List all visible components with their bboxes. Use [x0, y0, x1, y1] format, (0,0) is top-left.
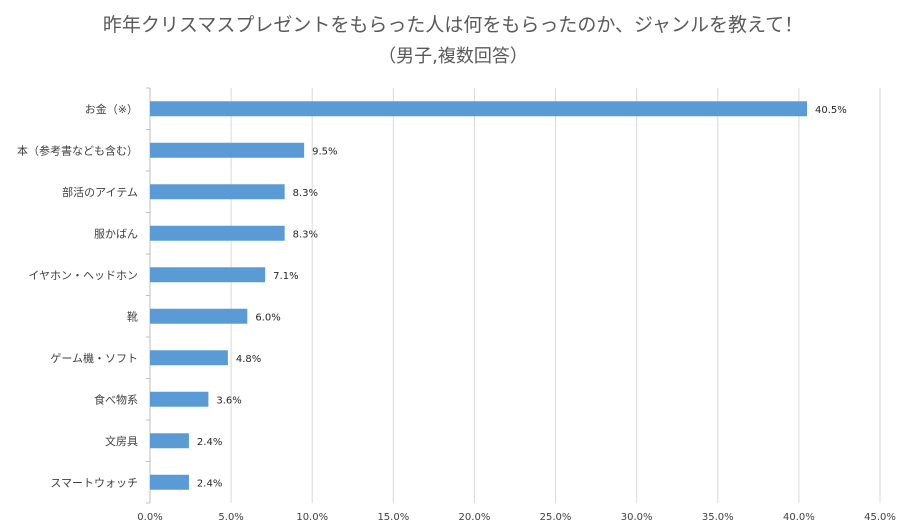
category-label: 靴 [127, 309, 138, 323]
x-tick-label: 5.0% [218, 512, 243, 523]
x-tick-label: 35.0% [702, 512, 734, 523]
category-label: ゲーム機・ソフト [50, 351, 138, 365]
x-tick-label: 0.0% [137, 512, 162, 523]
data-label: 2.4% [197, 437, 222, 448]
bar [150, 142, 305, 158]
data-label: 40.5% [815, 105, 847, 116]
x-tick-label: 20.0% [459, 512, 491, 523]
category-label: 服かばん [94, 227, 138, 240]
bar [150, 308, 248, 324]
x-tick-labels: 0.0% 5.0% 10.0% 15.0% 20.0% 25.0% 30.0% 35.0% 40… [137, 512, 896, 523]
data-labels: 40.5% 9.5% 8.3% 8.3% 7.1% 6.0% 4.8% 3.6% 2.4% 2.4… [197, 105, 847, 490]
x-tick-label: 30.0% [621, 512, 653, 523]
bar [150, 391, 209, 407]
x-tick-label: 15.0% [377, 512, 409, 523]
data-label: 9.5% [312, 146, 337, 157]
bar [150, 184, 285, 200]
category-labels: お金（※） 本（参考書なども含む） 部活のアイテム服かばんイヤホン・ヘッドホン靴ゲー… [17, 102, 138, 490]
bar [150, 350, 228, 366]
bar [150, 474, 189, 490]
x-tick-label: 40.0% [783, 512, 815, 523]
category-label: 食べ物系 [94, 392, 138, 406]
category-label: 文房具 [105, 434, 138, 448]
x-tick-label: 25.0% [540, 512, 572, 523]
bar [150, 267, 266, 283]
data-label: 7.1% [273, 271, 298, 282]
data-label: 8.3% [293, 229, 318, 240]
category-label: イヤホン・ヘッドホン [28, 269, 138, 282]
bar [150, 225, 285, 241]
x-tick-label: 10.0% [296, 512, 328, 523]
data-label: 4.8% [236, 354, 261, 365]
data-label: 2.4% [197, 478, 222, 489]
data-label: 6.0% [255, 312, 280, 323]
chart-title: 昨年クリスマスプレゼントをもらった人は何をもらったのか、ジャンルを教えて！ [102, 14, 804, 36]
category-label: 部活のアイテム [62, 185, 138, 199]
chart-subtitle: （男子,複数回答） [378, 46, 528, 67]
category-label: お金（※） [85, 102, 138, 116]
category-label: 本（参考書なども含む） [17, 143, 138, 157]
bar [150, 101, 807, 117]
bars [150, 101, 807, 490]
category-label: スマートウォッチ [50, 476, 138, 489]
bar [150, 433, 189, 449]
data-label: 8.3% [293, 188, 318, 199]
x-tick-label: 45.0% [864, 512, 896, 523]
data-label: 3.6% [216, 395, 241, 406]
